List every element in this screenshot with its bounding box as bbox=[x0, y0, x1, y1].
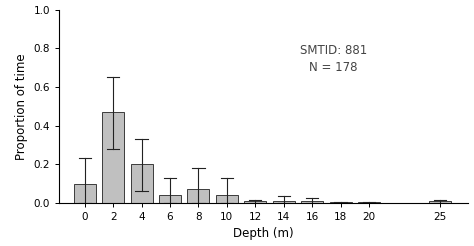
Bar bbox=[159, 195, 181, 203]
Bar bbox=[273, 201, 295, 203]
Bar bbox=[429, 201, 451, 203]
Bar bbox=[329, 202, 352, 203]
X-axis label: Depth (m): Depth (m) bbox=[234, 228, 294, 240]
Text: SMTID: 881
N = 178: SMTID: 881 N = 178 bbox=[300, 44, 367, 74]
Bar bbox=[301, 201, 323, 203]
Bar bbox=[102, 112, 124, 203]
Bar bbox=[358, 202, 380, 203]
Y-axis label: Proportion of time: Proportion of time bbox=[15, 53, 28, 159]
Bar bbox=[216, 195, 238, 203]
Bar bbox=[187, 189, 210, 203]
Bar bbox=[130, 164, 153, 203]
Bar bbox=[244, 201, 266, 203]
Bar bbox=[73, 184, 96, 203]
